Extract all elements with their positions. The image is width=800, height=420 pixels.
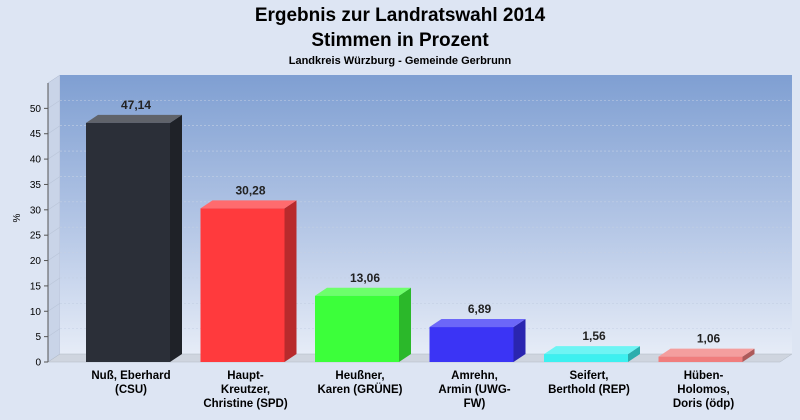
bars (86, 114, 755, 362)
y-tick-label: 35 (30, 180, 42, 191)
bar-front (544, 354, 628, 362)
y-axis: 0 5 10 15 20 25 30 35 40 45 50 (30, 83, 49, 369)
bar (86, 114, 182, 362)
data-label: 1,56 (582, 329, 606, 343)
gridline-diag (47, 303, 61, 312)
y-tick-label: 15 (30, 281, 42, 292)
bar (544, 346, 640, 362)
y-tick-label: 30 (30, 205, 42, 216)
bar-side (628, 346, 640, 362)
bar (315, 287, 411, 362)
gridline-diag (47, 252, 61, 261)
gridline-diag (47, 201, 61, 211)
bar-side (284, 200, 297, 362)
category-labels: Nuß, Eberhard (CSU) Haupt-Kreutzer, Christi… (91, 370, 734, 410)
gridline-diag (47, 328, 61, 337)
bar-side (170, 114, 182, 362)
x-tick-label: Haupt-Kreutzer, Christine (SPD) (203, 370, 288, 410)
y-tick-label: 10 (30, 307, 42, 318)
gridline-diag (47, 125, 61, 134)
value-labels: 47,14 30,28 13,06 6,89 1,56 1,06 (121, 98, 721, 346)
gridline-diag (47, 277, 61, 287)
x-tick-label: Nuß, Eberhard (CSU) (91, 370, 170, 396)
plot-side-wall (47, 74, 61, 363)
bar-front (86, 122, 170, 362)
gridline-diag (47, 150, 61, 160)
y-tick-label: 40 (30, 155, 42, 166)
bar-top (315, 287, 411, 296)
bar (200, 200, 297, 362)
chart-title-line2: Stimmen in Prozent (311, 30, 489, 51)
data-label: 1,06 (697, 332, 721, 346)
data-label: 6,89 (468, 302, 492, 316)
x-tick-label: Heußner, Karen (GRÜNE) (318, 370, 403, 396)
bar-side (399, 287, 411, 362)
bar-side (513, 319, 526, 362)
bar-front (658, 356, 743, 362)
bar (429, 319, 526, 362)
x-tick-label: Amrehn, Armin (UWG-FW) (438, 370, 510, 410)
y-tick-label: 5 (35, 332, 41, 343)
gridline-diag (47, 100, 61, 109)
x-tick-label: Seifert, Berthold (REP) (548, 370, 630, 396)
y-tick-label: 50 (30, 104, 42, 115)
y-tick-label: 0 (35, 358, 41, 369)
y-axis-label: % (12, 213, 23, 222)
bar-top (658, 348, 755, 357)
bar-side (742, 348, 755, 362)
x-tick-label: Hüben-Holomos, Doris (ödp) (673, 370, 734, 410)
y-tick-label: 45 (30, 129, 42, 140)
bar-top (429, 319, 526, 328)
chart-title-line1: Ergebnis zur Landratswahl 2014 (255, 5, 546, 26)
chart-subtitle: Landkreis Würzburg - Gemeinde Gerbrunn (289, 55, 512, 67)
bar-top (200, 200, 297, 209)
bar-front (429, 327, 514, 362)
data-label: 47,14 (121, 98, 151, 112)
bar-top (544, 346, 640, 355)
bar-front (315, 295, 399, 362)
data-label: 13,06 (350, 271, 380, 285)
data-label: 30,28 (235, 183, 265, 197)
y-tick-label: 25 (30, 231, 42, 242)
gridline-diag (47, 176, 61, 185)
bar (658, 348, 755, 362)
bar-front (200, 208, 285, 362)
y-tick-label: 20 (30, 256, 42, 267)
gridline-diag (47, 226, 61, 236)
bar-top (86, 114, 182, 123)
